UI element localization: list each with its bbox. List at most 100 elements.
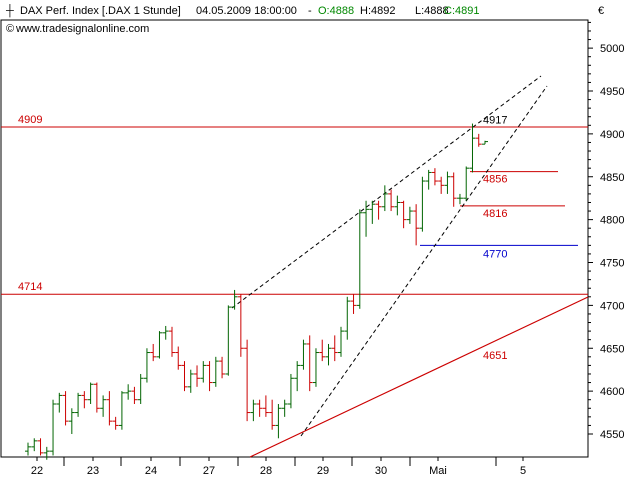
level-label: 4856 (483, 174, 507, 186)
y-tick-label: 4950 (600, 86, 624, 98)
y-tick-label: 4550 (600, 429, 624, 441)
x-axis: 22 23 24 27 28 29 30 Mai 5 (31, 457, 526, 477)
header-datetime: 04.05.2009 18:00:00 (196, 5, 297, 17)
price-bar (162, 325, 169, 340)
price-bar (381, 185, 388, 212)
level-label: 4651 (483, 350, 507, 362)
price-bar (438, 176, 445, 194)
price-bar (131, 386, 138, 404)
price-bar (100, 395, 107, 417)
price-bar (118, 391, 125, 430)
x-tick-label: 23 (87, 465, 99, 477)
price-bar (431, 168, 438, 186)
price-bar (31, 438, 38, 452)
header-open: O:4888 (318, 5, 354, 17)
price-bar (419, 176, 426, 232)
price-bar (463, 166, 470, 201)
y-tick-label: 4750 (600, 258, 624, 270)
y-tick-label: 4700 (600, 300, 624, 312)
price-bar (93, 382, 100, 413)
y-axis: 4550 4600 4650 4700 4750 4800 4850 4900 4950 5000 (588, 21, 624, 441)
level-line-4651 (249, 296, 589, 458)
price-bar (344, 296, 351, 340)
price-bars (25, 123, 488, 460)
price-bar (125, 384, 132, 400)
price-bar (456, 193, 463, 205)
price-bar (394, 195, 401, 216)
price-bar (137, 373, 144, 404)
level-label: 4909 (18, 114, 42, 126)
price-bar (356, 209, 363, 309)
price-bar (143, 348, 150, 383)
plot-area (0, 19, 589, 458)
price-bar (369, 200, 376, 224)
level-label: 4770 (483, 248, 507, 260)
price-bar (62, 391, 69, 426)
price-bar (50, 399, 57, 456)
price-bar (287, 373, 294, 409)
expand-icon[interactable]: ┼ (5, 3, 14, 18)
price-bar (150, 343, 157, 362)
price-bar (168, 326, 175, 357)
price-bar (237, 294, 244, 357)
price-bar (43, 446, 50, 460)
x-tick-label: 28 (260, 465, 272, 477)
price-bar (269, 399, 276, 430)
price-bar (294, 361, 301, 392)
price-bar (312, 348, 319, 387)
price-bar (425, 169, 432, 190)
level-lines: 4909 4714 4917 4856 4816 4770 4651 (1, 114, 589, 458)
price-bar (275, 403, 282, 439)
price-bar (112, 416, 119, 430)
price-bar (244, 339, 251, 422)
price-bar (75, 392, 82, 417)
price-bar (325, 343, 332, 366)
copyright-icon: © (6, 23, 14, 35)
price-bar (388, 189, 395, 212)
price-bar (219, 356, 226, 379)
price-bar (350, 294, 357, 314)
header-low: L:4888 (415, 5, 449, 17)
x-tick-label: 29 (317, 465, 329, 477)
x-tick-label: Mai (429, 465, 447, 477)
price-bar (444, 171, 451, 194)
price-bar (375, 200, 382, 220)
price-bar (194, 365, 201, 387)
x-tick-label: 5 (520, 465, 526, 477)
channel-lower-dashed (300, 85, 548, 437)
price-bar (250, 399, 257, 422)
price-bar (319, 339, 326, 362)
price-bar (81, 391, 88, 409)
x-tick-label: 22 (31, 465, 43, 477)
y-tick-label: 4900 (600, 129, 624, 141)
price-bar (406, 206, 413, 224)
price-bar (338, 326, 345, 357)
currency-label: € (598, 5, 604, 17)
level-label: 4714 (18, 281, 42, 293)
price-bar (156, 331, 163, 359)
price-bar (175, 346, 182, 370)
price-bar (87, 382, 94, 404)
price-bar (400, 200, 407, 229)
price-bar (187, 369, 194, 393)
price-bar (475, 133, 482, 147)
x-tick-label: 24 (145, 465, 157, 477)
watermark-text: www.tradesignalonline.com (15, 23, 149, 35)
price-bar (300, 339, 307, 370)
price-bar (450, 172, 457, 207)
price-bar (469, 123, 476, 173)
price-bar (212, 356, 219, 387)
price-bar (363, 200, 370, 237)
header-high: H:4892 (360, 5, 395, 17)
header-close: C:4891 (444, 5, 479, 17)
y-tick-label: 4800 (600, 215, 624, 227)
price-bar (306, 335, 313, 392)
price-bar (56, 392, 63, 413)
price-bar (413, 204, 420, 246)
price-bar (225, 305, 232, 376)
price-bar (331, 335, 338, 362)
x-tick-label: 30 (375, 465, 387, 477)
header-separator: - (308, 5, 312, 17)
y-tick-label: 4600 (600, 386, 624, 398)
